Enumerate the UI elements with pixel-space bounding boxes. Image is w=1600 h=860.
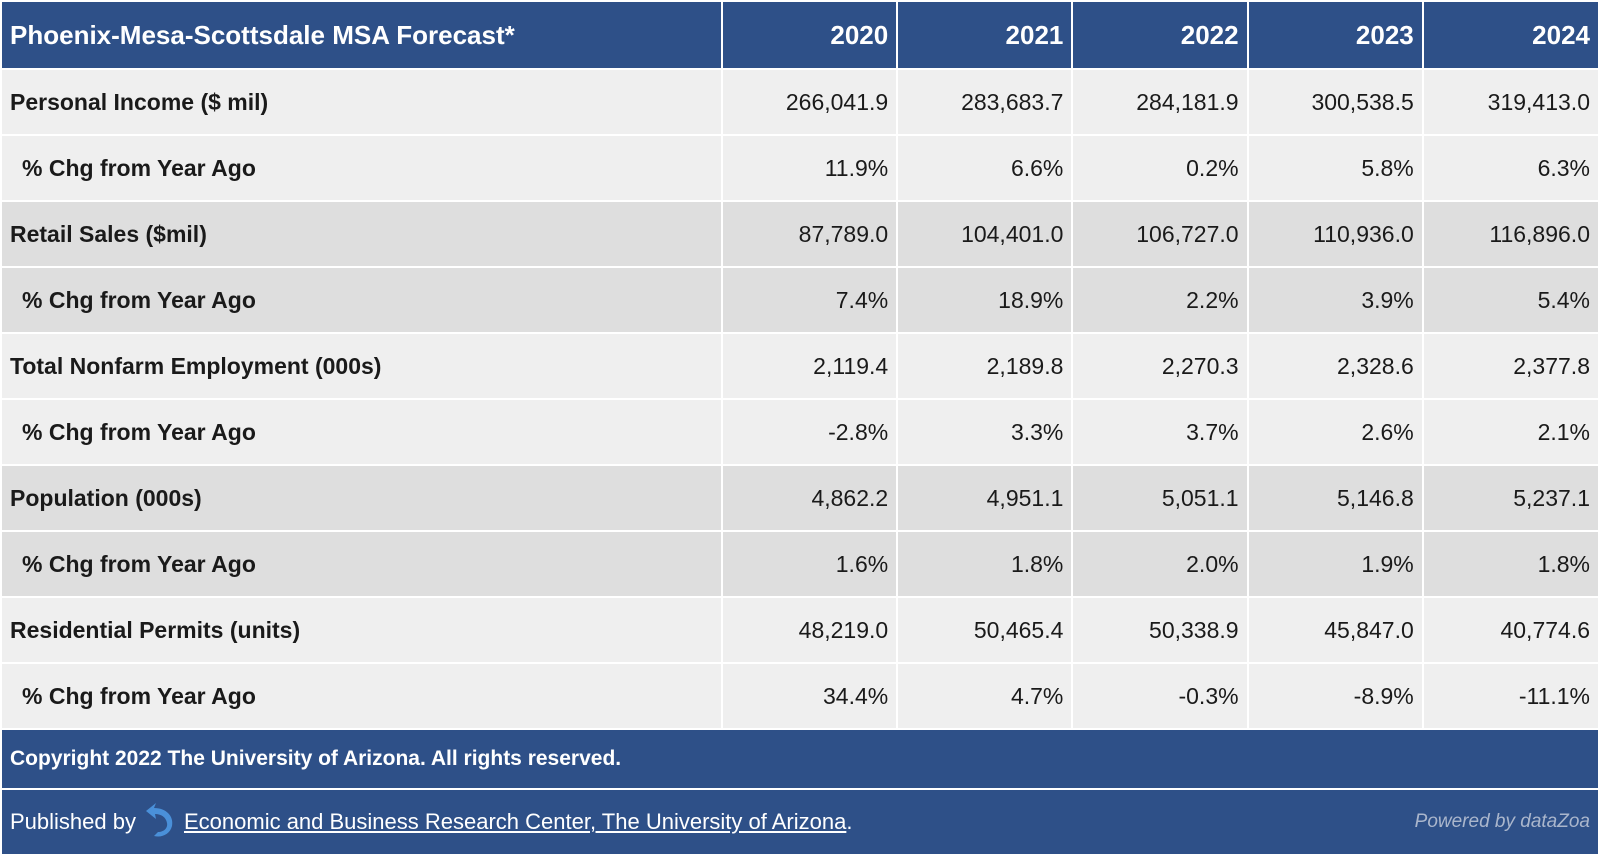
- year-header: 2022: [1072, 2, 1249, 70]
- table-row: Retail Sales ($mil) 87,789.0 104,401.0 106,…: [2, 201, 1598, 268]
- publisher-info: Published by Economic and Business Resea…: [10, 802, 852, 842]
- value-cell: 300,538.5: [1247, 69, 1424, 136]
- value-cell: 40,774.6: [1422, 597, 1598, 664]
- publisher-link[interactable]: Economic and Business Research Center, T…: [183, 809, 847, 834]
- row-label: Retail Sales ($mil): [2, 201, 724, 268]
- value-cell: 1.9%: [1247, 531, 1424, 598]
- value-cell: 110,936.0: [1247, 201, 1424, 268]
- value-cell: 0.2%: [1072, 135, 1249, 202]
- row-label: Personal Income ($ mil): [2, 69, 724, 136]
- value-cell: 48,219.0: [722, 597, 899, 664]
- copyright-row: Copyright 2022 The University of Arizona…: [2, 729, 1598, 790]
- value-cell: 34.4%: [722, 663, 899, 730]
- year-header: 2024: [1422, 2, 1598, 70]
- value-cell: 5.8%: [1247, 135, 1424, 202]
- row-label: Population (000s): [2, 465, 724, 532]
- row-sublabel: % Chg from Year Ago: [2, 531, 724, 598]
- value-cell: 11.9%: [722, 135, 899, 202]
- value-cell: 50,465.4: [897, 597, 1074, 664]
- year-header: 2023: [1247, 2, 1424, 70]
- value-cell: 3.7%: [1072, 399, 1249, 466]
- row-sublabel: % Chg from Year Ago: [2, 399, 724, 466]
- powered-by-label[interactable]: Powered by dataZoa: [1414, 811, 1590, 832]
- publisher-cell: Published by Economic and Business Resea…: [2, 789, 1598, 854]
- row-label: Residential Permits (units): [2, 597, 724, 664]
- value-cell: 3.9%: [1247, 267, 1424, 334]
- value-cell: 2,189.8: [897, 333, 1074, 400]
- value-cell: 266,041.9: [722, 69, 899, 136]
- table-row: % Chg from Year Ago 34.4% 4.7% -0.3% -8.9% -1…: [2, 663, 1598, 730]
- value-cell: -0.3%: [1072, 663, 1249, 730]
- datazoa-arrow-icon: [144, 802, 178, 842]
- table-row: Personal Income ($ mil) 266,041.9 283,683.…: [2, 69, 1598, 136]
- row-sublabel: % Chg from Year Ago: [2, 267, 724, 334]
- published-by-label: Published by: [10, 809, 136, 834]
- copyright-text: Copyright 2022 The University of Arizona…: [2, 729, 1598, 790]
- value-cell: 283,683.7: [897, 69, 1074, 136]
- value-cell: 4,862.2: [722, 465, 899, 532]
- value-cell: 104,401.0: [897, 201, 1074, 268]
- value-cell: 106,727.0: [1072, 201, 1249, 268]
- publisher-bar: Published by Economic and Business Resea…: [10, 802, 1590, 842]
- value-cell: 5,051.1: [1072, 465, 1249, 532]
- value-cell: 2,328.6: [1247, 333, 1424, 400]
- value-cell: 87,789.0: [722, 201, 899, 268]
- value-cell: 5.4%: [1422, 267, 1598, 334]
- table-body: Personal Income ($ mil) 266,041.9 283,683.…: [2, 69, 1598, 730]
- value-cell: -2.8%: [722, 399, 899, 466]
- publisher-period: .: [846, 809, 853, 834]
- header-row: Phoenix-Mesa-Scottsdale MSA Forecast* 20…: [2, 2, 1598, 70]
- row-label: Total Nonfarm Employment (000s): [2, 333, 724, 400]
- value-cell: 2,270.3: [1072, 333, 1249, 400]
- table-row: % Chg from Year Ago 7.4% 18.9% 2.2% 3.9% 5.4%: [2, 267, 1598, 334]
- value-cell: 2,119.4: [722, 333, 899, 400]
- year-header: 2021: [897, 2, 1074, 70]
- value-cell: 4,951.1: [897, 465, 1074, 532]
- value-cell: 319,413.0: [1422, 69, 1598, 136]
- value-cell: 4.7%: [897, 663, 1074, 730]
- value-cell: 2.2%: [1072, 267, 1249, 334]
- year-header: 2020: [722, 2, 899, 70]
- value-cell: 6.6%: [897, 135, 1074, 202]
- row-sublabel: % Chg from Year Ago: [2, 135, 724, 202]
- value-cell: 116,896.0: [1422, 201, 1598, 268]
- table-header: Phoenix-Mesa-Scottsdale MSA Forecast* 20…: [2, 2, 1598, 70]
- value-cell: 1.8%: [897, 531, 1074, 598]
- table-footer: Copyright 2022 The University of Arizona…: [2, 729, 1598, 854]
- table-title: Phoenix-Mesa-Scottsdale MSA Forecast*: [2, 2, 724, 70]
- value-cell: 2,377.8: [1422, 333, 1598, 400]
- table-row: % Chg from Year Ago -2.8% 3.3% 3.7% 2.6% 2.1%: [2, 399, 1598, 466]
- row-sublabel: % Chg from Year Ago: [2, 663, 724, 730]
- table-row: Residential Permits (units) 48,219.0 50,46…: [2, 597, 1598, 664]
- table-row: Total Nonfarm Employment (000s) 2,119.4 2,…: [2, 333, 1598, 400]
- value-cell: 7.4%: [722, 267, 899, 334]
- value-cell: -11.1%: [1422, 663, 1598, 730]
- value-cell: -8.9%: [1247, 663, 1424, 730]
- value-cell: 2.0%: [1072, 531, 1249, 598]
- table-row: % Chg from Year Ago 11.9% 6.6% 0.2% 5.8% 6.3%: [2, 135, 1598, 202]
- value-cell: 2.6%: [1247, 399, 1424, 466]
- value-cell: 45,847.0: [1247, 597, 1424, 664]
- value-cell: 284,181.9: [1072, 69, 1249, 136]
- value-cell: 50,338.9: [1072, 597, 1249, 664]
- table-row: Population (000s) 4,862.2 4,951.1 5,051.1 5,…: [2, 465, 1598, 532]
- value-cell: 3.3%: [897, 399, 1074, 466]
- value-cell: 1.8%: [1422, 531, 1598, 598]
- table-row: % Chg from Year Ago 1.6% 1.8% 2.0% 1.9% 1.8%: [2, 531, 1598, 598]
- value-cell: 18.9%: [897, 267, 1074, 334]
- value-cell: 5,146.8: [1247, 465, 1424, 532]
- publisher-row: Published by Economic and Business Resea…: [2, 789, 1598, 854]
- value-cell: 2.1%: [1422, 399, 1598, 466]
- value-cell: 1.6%: [722, 531, 899, 598]
- value-cell: 5,237.1: [1422, 465, 1598, 532]
- value-cell: 6.3%: [1422, 135, 1598, 202]
